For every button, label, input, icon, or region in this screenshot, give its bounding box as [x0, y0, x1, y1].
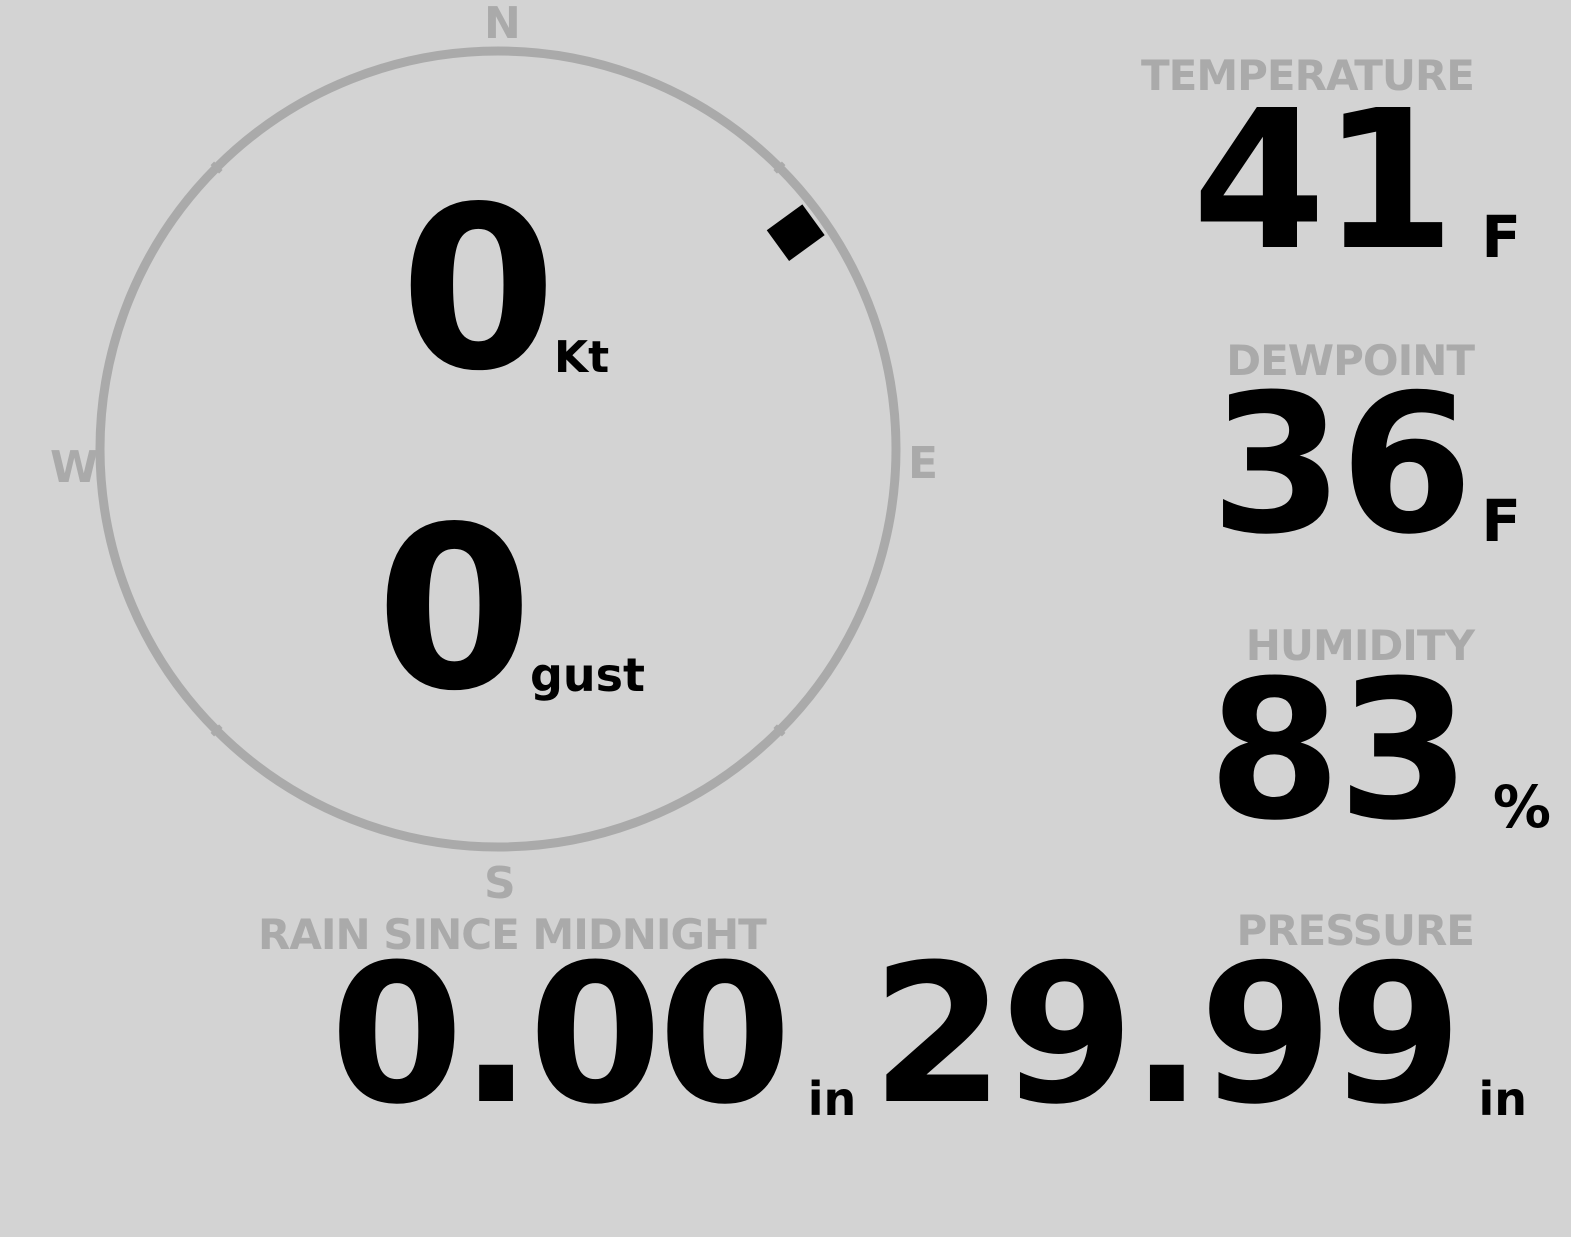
cardinal-north: N [484, 0, 521, 49]
temperature-unit: F [1481, 203, 1521, 271]
cardinal-west: W [50, 442, 99, 493]
pressure-unit: in [1478, 1072, 1527, 1126]
temperature-reading: 41 F [1192, 86, 1521, 278]
pressure-label: PRESSURE [1236, 906, 1475, 955]
dewpoint-label: DEWPOINT [1226, 336, 1475, 385]
wind-compass [95, 46, 901, 852]
wind-direction-marker [766, 204, 825, 261]
compass-ring [95, 46, 901, 852]
wind-speed-value: 0 [400, 159, 557, 421]
pressure-value: 29.99 [871, 924, 1462, 1147]
cardinal-south: S [484, 858, 516, 909]
wind-gust-value: 0 [376, 479, 533, 741]
wind-gust-unit: gust [530, 648, 646, 702]
temperature-label: TEMPERATURE [1141, 51, 1475, 100]
compass-tick [773, 161, 786, 174]
rain-reading: 0.00 in [330, 940, 856, 1132]
dewpoint-value: 36 [1210, 354, 1473, 577]
compass-tick [773, 724, 786, 737]
compass-ticks [210, 161, 786, 737]
rain-value: 0.00 [330, 924, 792, 1147]
pressure-reading: 29.99 in [871, 940, 1527, 1132]
compass-tick [210, 724, 223, 737]
humidity-value: 83 [1207, 640, 1471, 863]
cardinal-east: E [908, 438, 939, 489]
rain-label: RAIN SINCE MIDNIGHT [258, 910, 767, 959]
dewpoint-reading: 36 F [1210, 370, 1521, 562]
humidity-label: HUMIDITY [1245, 621, 1475, 670]
compass-tick [210, 161, 223, 174]
dewpoint-unit: F [1481, 487, 1521, 555]
temperature-value: 41 [1192, 70, 1455, 293]
humidity-unit: % [1492, 773, 1551, 841]
wind-speed-unit: Kt [554, 332, 610, 383]
rain-unit: in [807, 1072, 857, 1126]
humidity-reading: 83 % [1208, 656, 1551, 848]
